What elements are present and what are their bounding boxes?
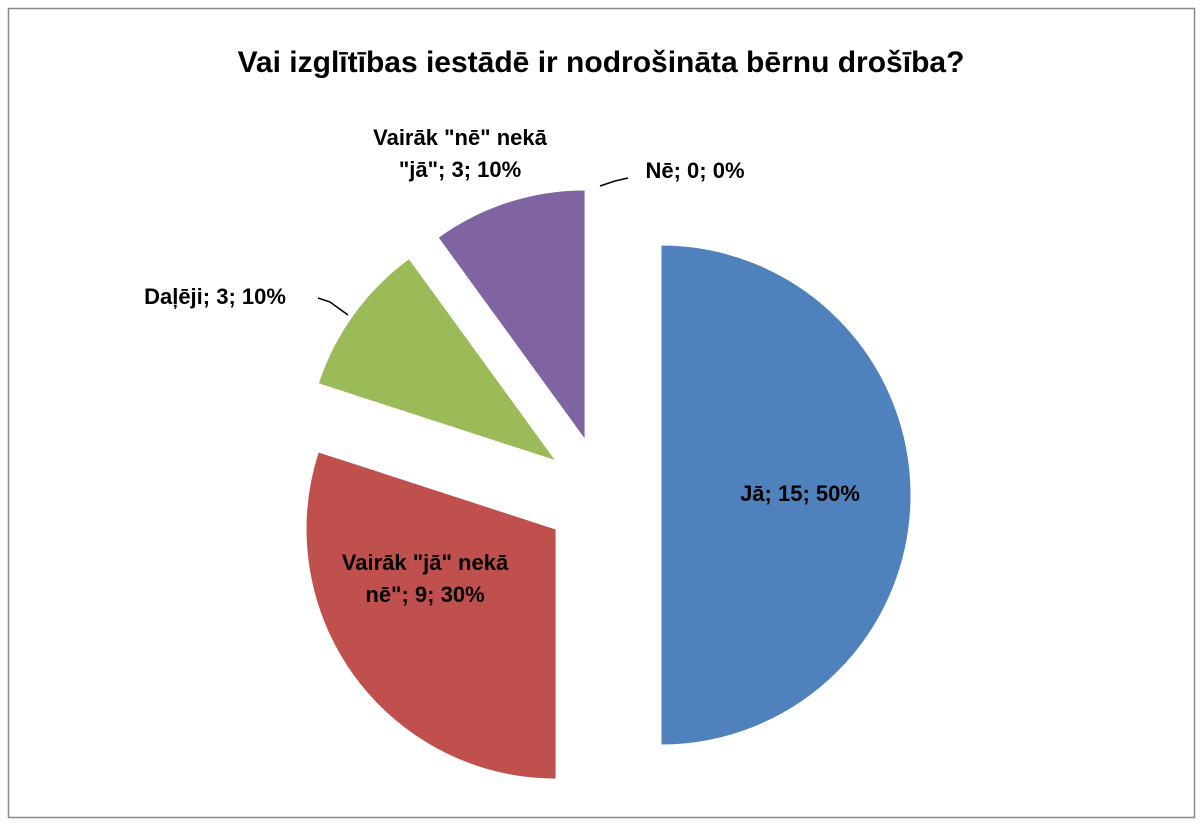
pie-slice (660, 244, 912, 746)
data-label: Vairāk "jā" nekā nē"; 9; 30% (342, 550, 509, 607)
pie-slice (305, 451, 557, 780)
data-label: Jā; 15; 50% (740, 481, 860, 506)
pie-slice (437, 189, 586, 442)
data-label-line: Vairāk "nē" nekā (373, 125, 548, 150)
data-label: Nē; 0; 0% (645, 158, 744, 183)
data-label-line: nē"; 9; 30% (365, 582, 484, 607)
leader-line (317, 297, 349, 316)
pie-slice (317, 257, 558, 462)
leader-line (599, 177, 629, 187)
data-label: Daļēji; 3; 10% (144, 284, 286, 309)
data-label-line: "jā"; 3; 10% (399, 157, 521, 182)
chart-frame (7, 7, 1196, 819)
chart-title: Vai izglītības iestādē ir nodrošināta bē… (238, 46, 965, 79)
data-label: Vairāk "nē" nekā "jā"; 3; 10% (373, 125, 548, 182)
data-label-line: Vairāk "jā" nekā (342, 550, 509, 575)
